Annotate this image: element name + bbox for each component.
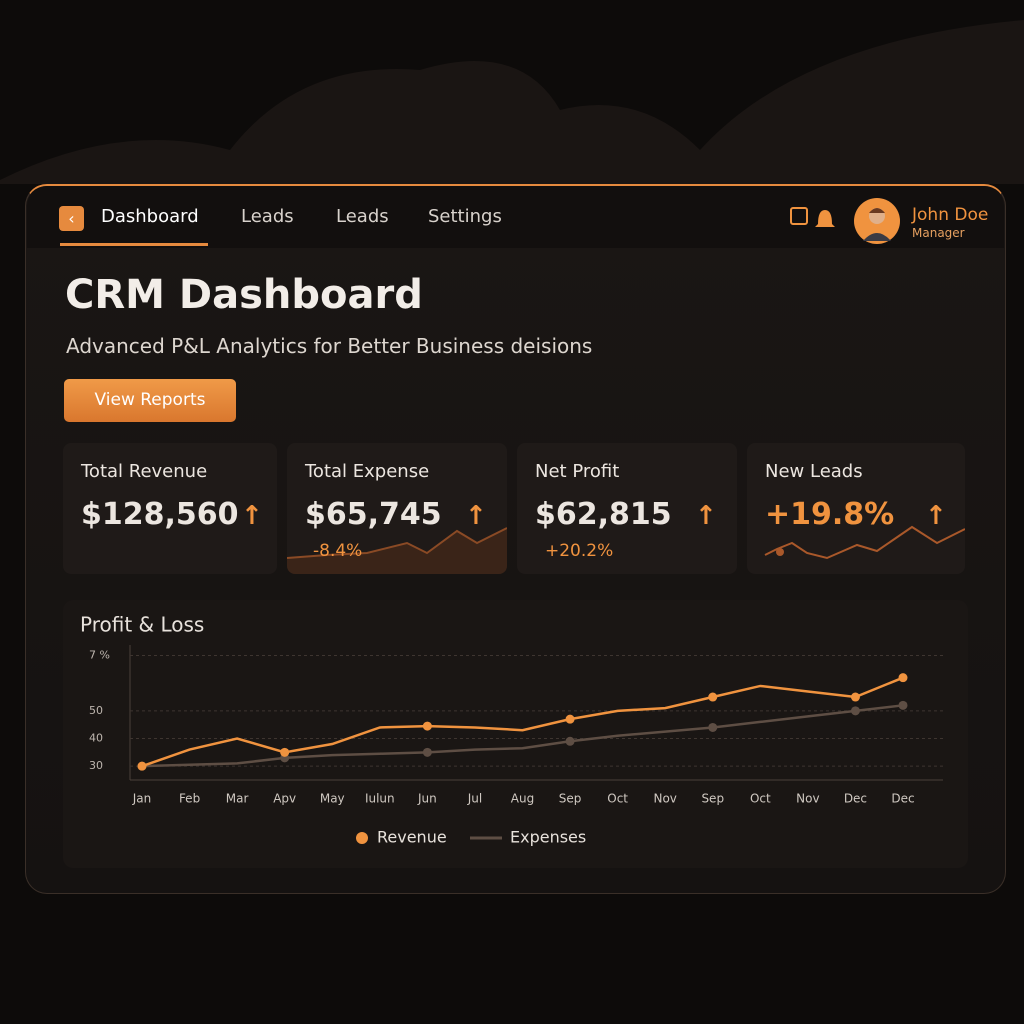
card-label: Total Expense bbox=[305, 461, 430, 482]
series-point bbox=[850, 706, 860, 716]
x-tick-label: Oct bbox=[607, 792, 628, 806]
chart: Profit & Loss 30 40 50 7 % Jan Feb Mar Apv May Iu… bbox=[80, 613, 943, 847]
series-point bbox=[565, 714, 575, 724]
up-arrow: ↑ bbox=[925, 501, 947, 531]
x-tick-label: Mar bbox=[226, 792, 249, 806]
page-title: CRM Dashboard bbox=[65, 272, 423, 318]
y-tick-label: 50 bbox=[89, 704, 103, 717]
x-tick-label: Dec bbox=[844, 792, 867, 806]
card-change: +20.2% bbox=[545, 541, 614, 561]
series-line bbox=[141, 704, 904, 768]
user-role: Manager bbox=[912, 226, 965, 240]
x-tick-label: Apv bbox=[273, 792, 296, 806]
series-line bbox=[141, 676, 904, 768]
legend-label: Revenue bbox=[377, 828, 447, 847]
card-label: Net Profit bbox=[535, 461, 620, 482]
x-tick-label: Jul bbox=[467, 792, 482, 806]
chart-card: Profit & Loss 30 40 50 7 % Jan Feb Mar Apv May Iu… bbox=[63, 600, 968, 868]
x-tick-label: Dec bbox=[891, 792, 914, 806]
card-change: -8.4% bbox=[313, 541, 363, 561]
nav-icons[interactable] bbox=[788, 204, 840, 234]
up-arrow: ↑ bbox=[241, 501, 263, 531]
y-tick-label: 30 bbox=[89, 759, 103, 772]
nav-item[interactable]: Leads bbox=[241, 206, 294, 227]
view-reports-button[interactable]: View Reports bbox=[64, 379, 236, 422]
x-tick-label: Nov bbox=[796, 792, 819, 806]
x-tick-label: Aug bbox=[511, 792, 534, 806]
y-tick-label: 40 bbox=[89, 732, 103, 745]
series-point bbox=[565, 736, 575, 746]
y-tick-label: 7 % bbox=[89, 649, 110, 662]
series-point bbox=[898, 673, 908, 683]
card-label: Total Revenue bbox=[81, 461, 208, 482]
up-arrow: ↑ bbox=[465, 501, 487, 531]
x-tick-label: Iulun bbox=[365, 792, 395, 806]
series-point bbox=[137, 761, 147, 771]
card-value: $128,560 bbox=[81, 497, 239, 532]
nav-underline bbox=[60, 243, 208, 246]
series-point bbox=[422, 747, 432, 757]
nav-item[interactable]: Leads bbox=[336, 206, 389, 227]
stat-card: Total Revenue $128,560 ↑ bbox=[63, 443, 277, 574]
avatar[interactable] bbox=[853, 197, 901, 245]
series-point bbox=[422, 721, 432, 731]
nav-item[interactable]: Settings bbox=[428, 206, 502, 227]
series-point bbox=[898, 700, 908, 710]
series-point bbox=[708, 692, 718, 702]
nav-item[interactable]: Dashboard bbox=[101, 206, 199, 227]
stat-card: Net Profit $62,815 ↑ +20.2% bbox=[517, 443, 737, 574]
x-tick-label: Sep bbox=[701, 792, 724, 806]
x-tick-label: Jan bbox=[132, 792, 152, 806]
x-tick-label: Sep bbox=[559, 792, 582, 806]
card-value: +19.8% bbox=[765, 497, 895, 532]
nav-bar bbox=[27, 186, 1004, 248]
x-tick-label: Jun bbox=[417, 792, 437, 806]
series-point bbox=[850, 692, 860, 702]
legend-swatch bbox=[356, 832, 368, 844]
series-point bbox=[280, 747, 290, 757]
stat-card: Total Expense $65,745 ↑ -8.4% bbox=[287, 443, 507, 574]
stat-card: New Leads +19.8% ↑ bbox=[747, 443, 965, 574]
back-button[interactable]: ‹ bbox=[59, 206, 84, 231]
card-label: New Leads bbox=[765, 461, 863, 482]
x-tick-label: Oct bbox=[750, 792, 771, 806]
sparkline bbox=[287, 527, 507, 574]
x-tick-label: Feb bbox=[179, 792, 200, 806]
sparkline bbox=[764, 525, 965, 560]
series-point bbox=[708, 722, 718, 732]
card-value: $65,745 bbox=[305, 497, 442, 532]
page-subtitle: Advanced P&L Analytics for Better Busine… bbox=[66, 334, 593, 358]
legend-label: Expenses bbox=[510, 828, 586, 847]
x-tick-label: May bbox=[320, 792, 345, 806]
user-name: John Doe bbox=[912, 205, 989, 225]
chart-title: Profit & Loss bbox=[80, 613, 204, 637]
x-tick-label: Nov bbox=[653, 792, 676, 806]
card-value: $62,815 bbox=[535, 497, 672, 532]
up-arrow: ↑ bbox=[695, 501, 717, 531]
